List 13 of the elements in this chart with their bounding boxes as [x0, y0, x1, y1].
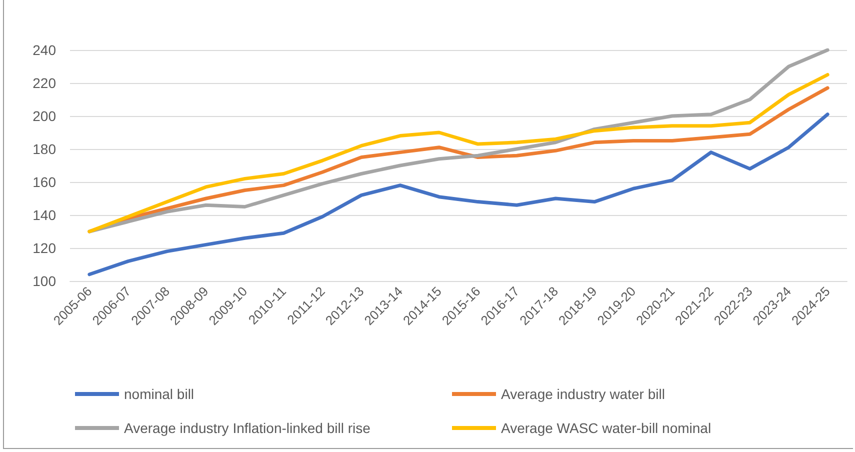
legend-label: Average industry Inflation-linked bill rise	[124, 420, 371, 436]
y-tick-label: 200	[32, 108, 56, 124]
y-tick-label: 140	[32, 207, 56, 223]
legend-label: nominal bill	[124, 386, 194, 402]
legend-label: Average WASC water-bill nominal	[501, 420, 712, 436]
y-tick-label: 240	[32, 42, 56, 58]
legend-label: Average industry water bill	[501, 386, 665, 402]
y-tick-label: 160	[32, 174, 56, 190]
y-tick-label: 120	[32, 240, 56, 256]
y-tick-label: 100	[32, 273, 56, 289]
y-tick-label: 220	[32, 75, 56, 91]
line-series	[88, 112, 830, 276]
y-tick-label: 180	[32, 141, 56, 157]
